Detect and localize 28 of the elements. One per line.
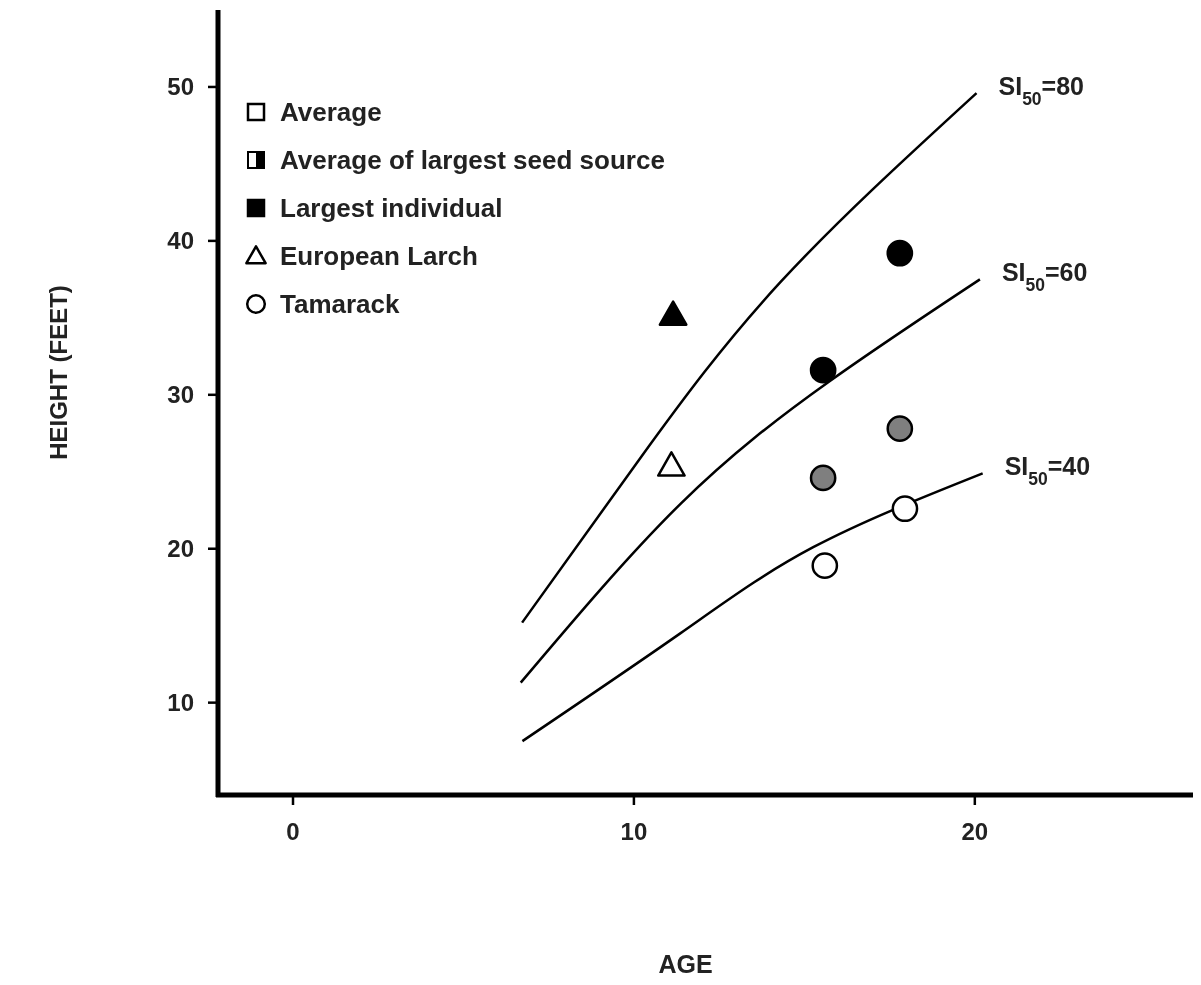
line-series bbox=[519, 278, 982, 684]
annotation: SI$_{50}$=80 bbox=[998, 72, 1085, 110]
x-tick-label: 0 bbox=[286, 818, 300, 845]
point bbox=[891, 495, 919, 523]
annotation: European Larch bbox=[280, 241, 478, 271]
point bbox=[886, 415, 914, 443]
annotation: Tamarack bbox=[280, 289, 401, 319]
annotation: SI$_{50}$=60 bbox=[1001, 258, 1088, 296]
x-axis-title: AGE bbox=[658, 950, 713, 978]
point bbox=[811, 552, 839, 580]
x-tick-label: 10 bbox=[620, 818, 648, 845]
annotation: Average of largest seed source bbox=[280, 145, 665, 175]
y-tick-label: 10 bbox=[167, 689, 194, 717]
y-tick-label: 50 bbox=[167, 73, 194, 101]
y-tick-label: 30 bbox=[167, 381, 194, 409]
point bbox=[809, 356, 837, 384]
y-tick-label: 40 bbox=[167, 227, 194, 255]
point bbox=[656, 451, 686, 477]
point bbox=[658, 300, 688, 326]
x-tick-label: 20 bbox=[961, 818, 989, 845]
annotation: Largest individual bbox=[280, 193, 503, 223]
annotation: SI$_{50}$=40 bbox=[1004, 452, 1091, 490]
annotation: Average bbox=[280, 97, 382, 127]
line-series bbox=[521, 472, 984, 743]
point bbox=[886, 239, 914, 267]
y-tick-label: 20 bbox=[167, 535, 194, 563]
y-axis-title: HEIGHT (FEET) bbox=[44, 285, 72, 460]
point bbox=[809, 464, 837, 492]
